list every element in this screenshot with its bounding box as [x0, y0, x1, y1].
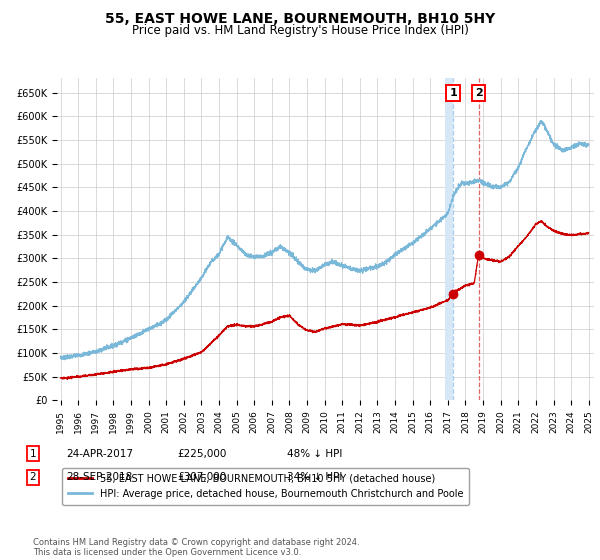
Text: 28-SEP-2018: 28-SEP-2018 — [66, 472, 132, 482]
Text: Price paid vs. HM Land Registry's House Price Index (HPI): Price paid vs. HM Land Registry's House … — [131, 24, 469, 37]
Text: 48% ↓ HPI: 48% ↓ HPI — [287, 449, 342, 459]
Bar — [445, 78, 454, 400]
Text: 1: 1 — [29, 449, 37, 459]
Text: 24-APR-2017: 24-APR-2017 — [66, 449, 133, 459]
Text: Contains HM Land Registry data © Crown copyright and database right 2024.
This d: Contains HM Land Registry data © Crown c… — [33, 538, 359, 557]
Text: 2: 2 — [29, 472, 37, 482]
Legend: 55, EAST HOWE LANE, BOURNEMOUTH, BH10 5HY (detached house), HPI: Average price, : 55, EAST HOWE LANE, BOURNEMOUTH, BH10 5H… — [62, 468, 469, 505]
Text: 2: 2 — [475, 88, 482, 98]
Text: £225,000: £225,000 — [177, 449, 226, 459]
Text: 1: 1 — [449, 88, 457, 98]
Text: 34% ↓ HPI: 34% ↓ HPI — [287, 472, 342, 482]
Text: 55, EAST HOWE LANE, BOURNEMOUTH, BH10 5HY: 55, EAST HOWE LANE, BOURNEMOUTH, BH10 5H… — [105, 12, 495, 26]
Text: £307,000: £307,000 — [177, 472, 226, 482]
